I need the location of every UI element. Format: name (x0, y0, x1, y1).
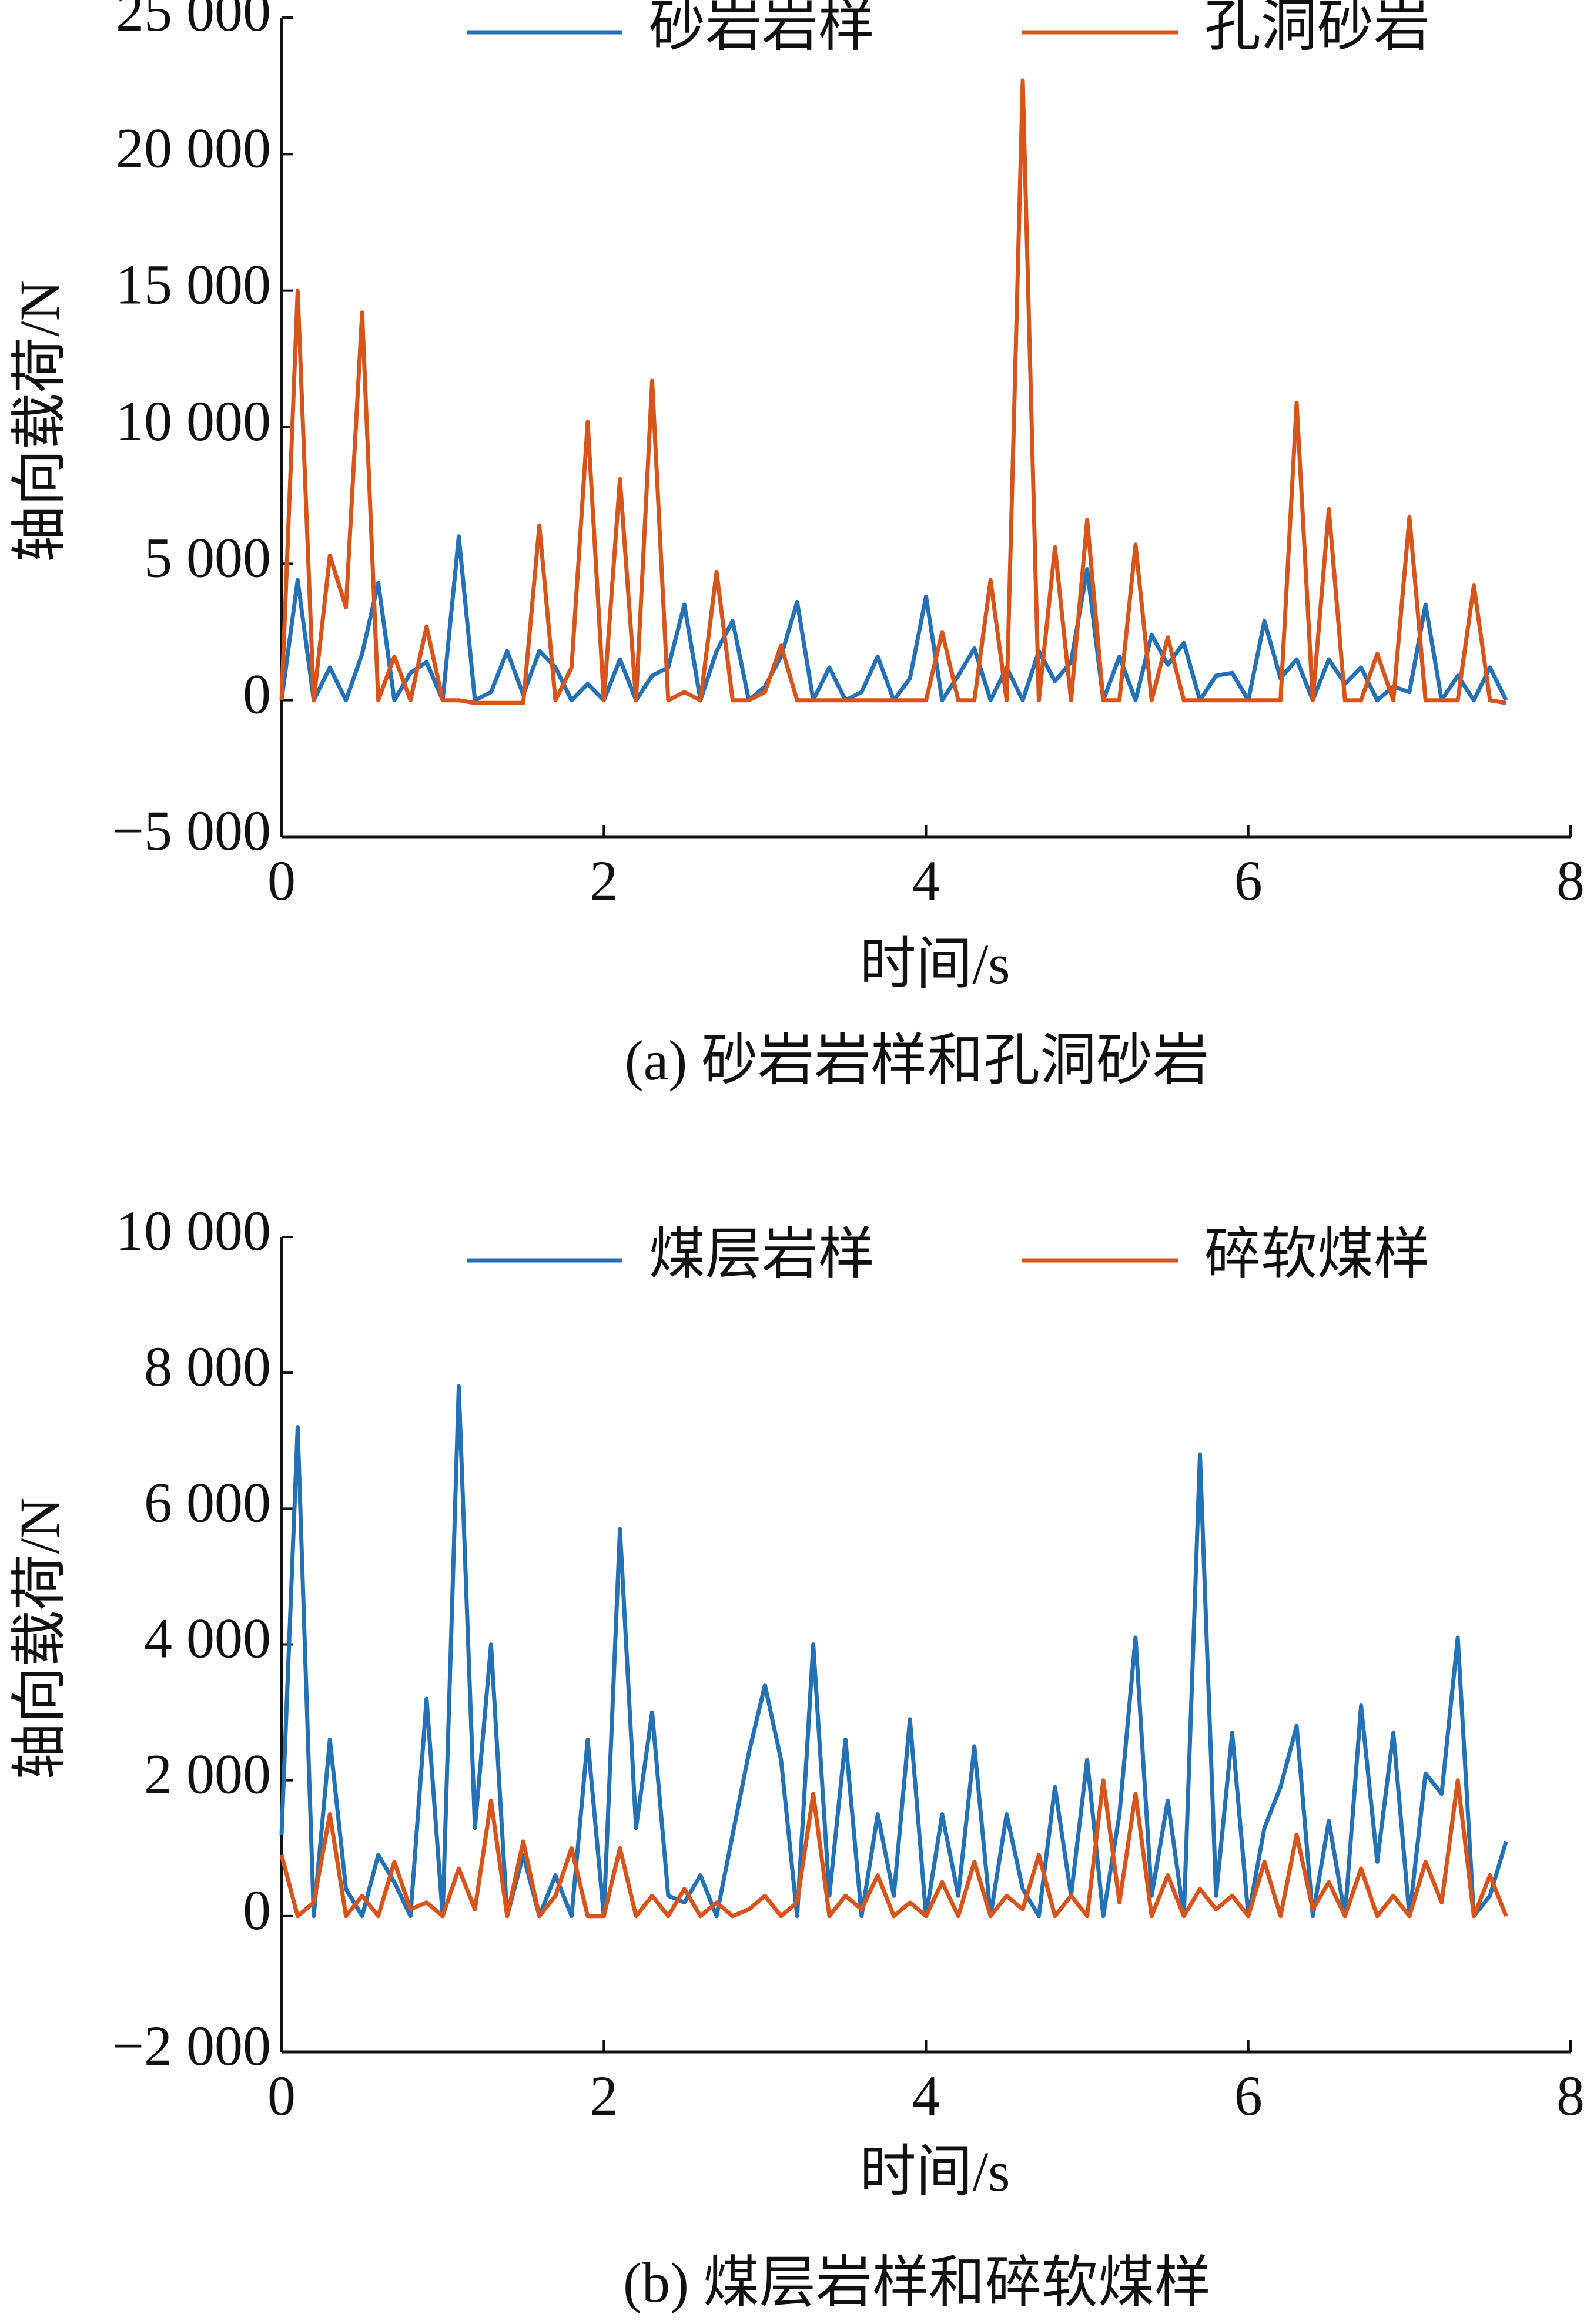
y-tick-label: −2 000 (112, 2014, 271, 2077)
y-axis-label: 轴向载荷/N (8, 280, 71, 562)
y-tick-label: 0 (243, 663, 271, 726)
x-tick-label: 8 (1556, 2064, 1585, 2127)
data-line (279, 78, 1506, 705)
legend-label: 碎软煤样 (1204, 1223, 1430, 1286)
x-tick-label: 6 (1234, 849, 1263, 912)
x-tick-label: 4 (912, 849, 940, 912)
data-line (279, 1778, 1508, 1919)
x-axis-label: 时间/s (859, 933, 1010, 995)
y-tick-label: 15 000 (116, 253, 271, 316)
y-axis-label: 轴向载荷/N (8, 1498, 71, 1780)
x-tick-label: 2 (590, 2064, 618, 2127)
legend-label: 煤层岩样 (649, 1223, 875, 1286)
x-axis-label: 时间/s (859, 2140, 1010, 2203)
legend-label: 孔洞砂岩 (1204, 0, 1430, 58)
y-tick-label: 5 000 (144, 526, 271, 589)
x-tick-label: 2 (590, 849, 618, 912)
chart-title: (b) 煤层岩样和碎软煤样 (623, 2251, 1211, 2314)
data-line (279, 1384, 1508, 1919)
y-tick-label: 10 000 (116, 390, 271, 452)
x-tick-label: 0 (267, 2064, 296, 2127)
legend-label: 砂岩岩样 (649, 0, 875, 58)
y-tick-label: 10 000 (116, 1199, 271, 1262)
y-tick-label: 6 000 (144, 1471, 271, 1534)
y-tick-label: 0 (243, 1879, 271, 1941)
data-line (279, 534, 1508, 703)
y-tick-label: 2 000 (144, 1743, 271, 1806)
y-tick-label: 4 000 (144, 1607, 271, 1670)
y-tick-label: 25 000 (116, 0, 271, 43)
x-tick-label: 6 (1234, 2064, 1263, 2127)
x-tick-label: 0 (267, 849, 296, 912)
x-tick-label: 8 (1556, 849, 1585, 912)
chart-title: (a) 砂岩岩样和孔洞砂岩 (625, 1029, 1210, 1092)
x-tick-label: 4 (912, 2064, 940, 2127)
y-tick-label: 20 000 (116, 116, 271, 179)
y-tick-label: 8 000 (144, 1335, 271, 1398)
y-tick-label: −5 000 (112, 799, 271, 862)
